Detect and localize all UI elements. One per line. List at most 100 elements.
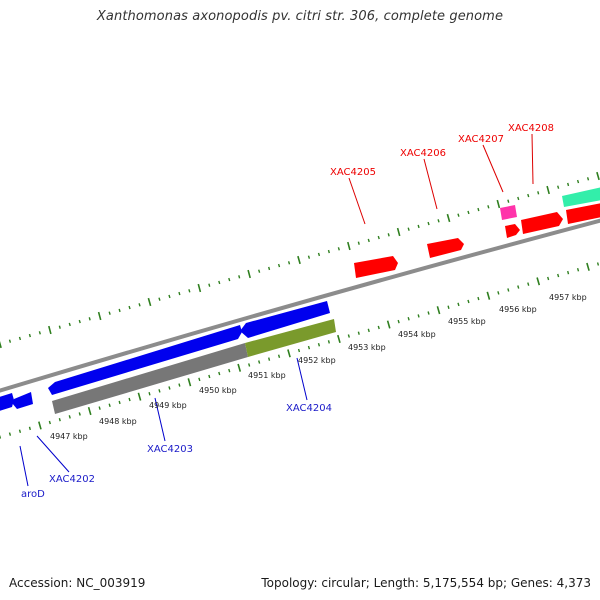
minor-tick: [507, 288, 510, 292]
label-xac4208: XAC4208: [508, 123, 554, 134]
gene-xac4204-feature[interactable]: [240, 301, 330, 338]
gene-xac4208-feature[interactable]: [521, 212, 563, 234]
minor-tick: [477, 296, 480, 301]
minor-tick: [28, 333, 31, 338]
minor-tick: [277, 354, 281, 358]
minor-tick: [228, 368, 231, 373]
scale-label: 4949 kbp: [149, 401, 187, 410]
minor-tick: [387, 233, 390, 237]
minor-tick: [576, 179, 580, 184]
minor-tick: [427, 221, 430, 226]
major-tick: [97, 311, 102, 321]
gene-xac4205-feature[interactable]: [354, 256, 398, 278]
cds-olive-feature[interactable]: [245, 319, 336, 357]
minor-tick: [258, 269, 261, 273]
minor-tick: [497, 291, 500, 295]
minor-tick: [557, 185, 560, 189]
major-tick: [237, 363, 242, 372]
accession-text: Accession: NC_003919: [9, 576, 146, 590]
minor-tick: [78, 319, 81, 324]
minor-tick: [48, 420, 51, 425]
major-tick: [536, 277, 541, 286]
genome-backbone: [0, 218, 600, 393]
major-tick: [197, 283, 202, 293]
minor-tick: [8, 432, 12, 436]
major-tick: [147, 297, 152, 307]
minor-tick: [248, 363, 251, 367]
cds-grey-feature[interactable]: [52, 343, 248, 414]
minor-tick: [427, 311, 430, 315]
gene-arod-feature[interactable]: [0, 393, 14, 412]
major-tick: [446, 213, 451, 223]
minor-tick: [228, 277, 231, 282]
major-tick: [546, 185, 550, 195]
major-tick: [48, 325, 52, 335]
minor-tick: [68, 322, 71, 327]
minor-tick: [98, 406, 101, 410]
major-tick: [187, 378, 192, 387]
minor-tick: [168, 386, 171, 390]
major-tick: [287, 349, 291, 358]
minor-tick: [208, 283, 211, 287]
minor-tick: [537, 191, 540, 195]
major-tick: [436, 306, 441, 315]
gene-xac4203-feature[interactable]: [48, 325, 242, 395]
minor-tick: [447, 305, 450, 309]
scale-label: 4947 kbp: [50, 432, 88, 441]
minor-tick: [487, 205, 490, 209]
minor-tick: [407, 227, 410, 231]
gene-xac4202-feature[interactable]: [12, 392, 33, 409]
minor-tick: [258, 360, 261, 364]
major-tick: [137, 392, 142, 401]
scale-label: 4953 kbp: [348, 343, 386, 352]
minor-tick: [567, 182, 570, 187]
minor-tick: [367, 328, 370, 333]
minor-tick: [367, 238, 370, 243]
label-xac4203: XAC4203: [147, 444, 193, 455]
minor-tick: [287, 261, 291, 265]
major-tick: [38, 421, 42, 430]
minor-tick: [178, 383, 181, 387]
minor-tick: [457, 213, 460, 217]
scale-label: 4948 kbp: [99, 417, 137, 426]
scale-label: 4955 kbp: [448, 317, 486, 326]
gene-xac4206-feature[interactable]: [427, 238, 464, 258]
minor-tick: [108, 311, 111, 315]
minor-tick: [397, 319, 400, 324]
label-xac4205: XAC4205: [330, 167, 376, 178]
minor-tick: [407, 317, 410, 321]
minor-tick: [58, 418, 61, 422]
minor-tick: [307, 255, 311, 259]
label-xac4207: XAC4207: [458, 134, 504, 145]
minor-tick: [327, 249, 330, 254]
minor-tick: [337, 247, 340, 251]
minor-tick: [218, 371, 221, 376]
minor-tick: [507, 199, 510, 203]
minor-tick: [457, 302, 460, 307]
minor-tick: [576, 268, 580, 272]
label-arod: aroD: [21, 489, 45, 500]
minor-tick: [168, 294, 171, 299]
minor-tick: [357, 331, 360, 335]
label-xac4202: XAC4202: [49, 474, 95, 485]
minor-tick: [138, 303, 141, 307]
teal-feature[interactable]: [562, 187, 600, 207]
major-tick: [87, 406, 92, 416]
major-tick: [496, 199, 501, 209]
minor-tick: [128, 397, 131, 402]
minor-tick: [58, 325, 61, 329]
major-tick: [297, 255, 301, 265]
minor-tick: [78, 412, 81, 416]
minor-tick: [218, 280, 221, 285]
minor-tick: [527, 282, 530, 286]
minor-tick: [268, 266, 271, 271]
minor-tick: [586, 177, 590, 181]
minor-tick: [596, 262, 600, 266]
gene-next-feature[interactable]: [566, 203, 600, 224]
minor-tick: [238, 275, 241, 279]
minor-tick: [517, 285, 520, 289]
gene-xac4207-feature[interactable]: [505, 224, 520, 238]
minor-tick: [417, 314, 420, 318]
rna-feature[interactable]: [500, 205, 517, 220]
minor-tick: [158, 389, 161, 393]
